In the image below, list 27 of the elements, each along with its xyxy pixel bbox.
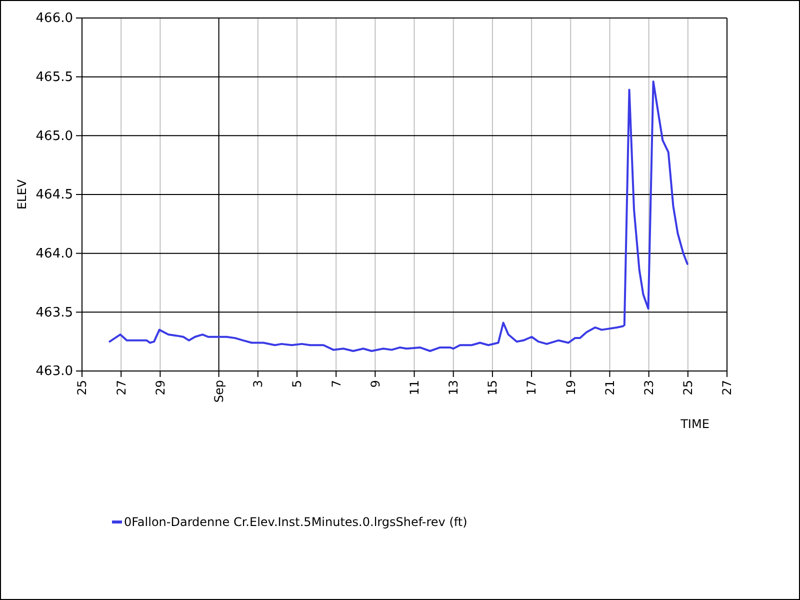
x-tick-label: 25 — [681, 380, 696, 396]
x-tick-label: 13 — [446, 380, 461, 396]
x-tick-label: 27 — [114, 380, 128, 396]
y-tick-label: 463.5 — [36, 305, 73, 320]
x-tick-label: 11 — [407, 380, 422, 396]
x-tick-label: 27 — [720, 380, 734, 396]
x-tick-label: 9 — [368, 380, 382, 388]
x-axis-title: TIME — [680, 417, 710, 431]
y-tick-label: 464.5 — [36, 188, 73, 203]
x-tick-label: 19 — [564, 380, 578, 396]
x-tick-label: 3 — [251, 380, 266, 388]
x-tick-label: 23 — [642, 380, 656, 396]
x-tick-label: 25 — [75, 380, 90, 396]
x-tick-label: 7 — [329, 380, 344, 388]
y-tick-label: 464.0 — [36, 246, 73, 262]
y-tick-label: 465.5 — [36, 70, 73, 85]
x-tick-label: 29 — [153, 380, 168, 396]
x-tick-label: 5 — [290, 380, 304, 388]
x-tick-label: 17 — [524, 380, 539, 396]
legend-label: 0Fallon-Dardenne Cr.Elev.Inst.5Minutes.0.lrgsShef-rev (ft) — [124, 515, 468, 530]
y-axis-title: ELEV — [15, 178, 29, 210]
x-tick-label: Sep — [212, 380, 226, 403]
y-tick-label: 466.0 — [36, 11, 73, 26]
y-tick-label: 465.0 — [36, 128, 73, 144]
x-tick-label: 21 — [602, 380, 617, 396]
x-tick-label: 15 — [486, 380, 500, 396]
y-tick-label: 463.0 — [36, 364, 73, 380]
